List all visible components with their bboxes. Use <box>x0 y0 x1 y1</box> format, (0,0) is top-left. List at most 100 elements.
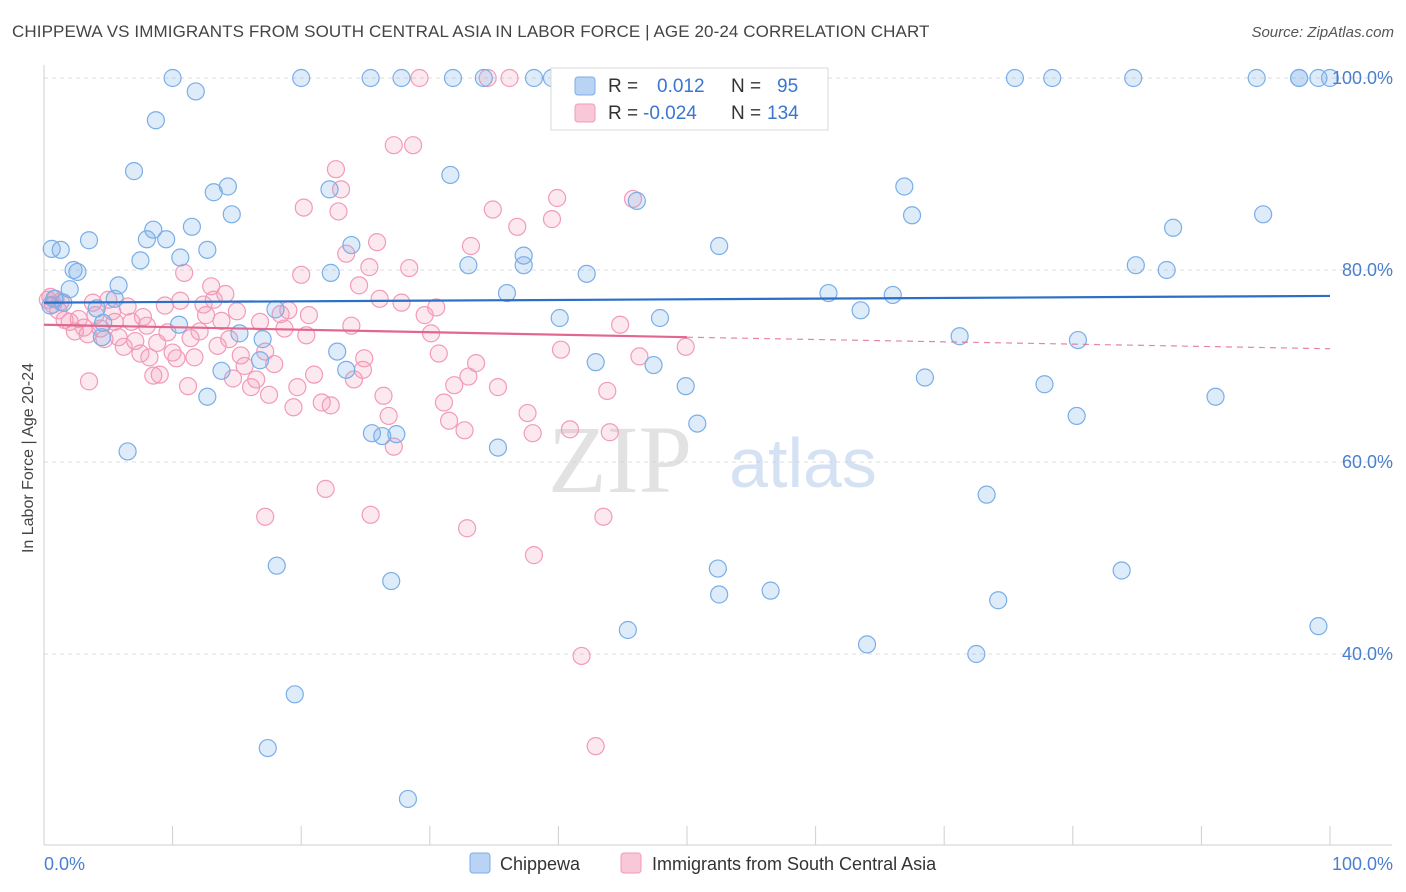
y-tick-label: 40.0% <box>1342 644 1393 664</box>
data-point-immigrants <box>367 233 387 252</box>
data-point-chippewa <box>171 248 190 267</box>
watermark-zip: ZIP <box>548 406 692 513</box>
data-point-immigrants <box>598 381 617 401</box>
data-point-chippewa <box>118 442 137 461</box>
data-point-immigrants <box>150 365 169 384</box>
data-point-chippewa <box>514 256 533 275</box>
data-point-chippewa <box>362 424 382 443</box>
data-point-chippewa <box>146 111 165 130</box>
data-point-chippewa <box>644 355 663 375</box>
data-point-chippewa <box>1164 218 1183 237</box>
data-point-chippewa <box>157 230 176 249</box>
data-point-immigrants <box>167 349 186 368</box>
data-point-chippewa <box>218 177 237 196</box>
data-point-immigrants <box>523 424 542 443</box>
data-point-immigrants <box>140 348 159 367</box>
data-point-chippewa <box>443 68 463 88</box>
data-point-chippewa <box>292 68 311 88</box>
data-point-chippewa <box>550 308 569 328</box>
data-point-immigrants <box>594 507 613 526</box>
data-point-chippewa <box>144 220 163 239</box>
data-point-chippewa <box>109 276 128 295</box>
data-point-chippewa <box>198 387 217 406</box>
data-point-chippewa <box>382 571 401 591</box>
data-point-chippewa <box>92 328 111 347</box>
data-point-chippewa <box>398 789 418 809</box>
data-point-chippewa <box>163 68 182 88</box>
data-point-immigrants <box>384 136 403 155</box>
data-point-immigrants <box>155 296 174 315</box>
legend-swatch-immigrants <box>620 852 642 874</box>
series-chippewa-points <box>41 68 1340 809</box>
data-point-immigrants <box>455 421 474 440</box>
data-point-chippewa <box>474 68 493 88</box>
stats-n-label-2: N = <box>731 103 761 124</box>
data-point-immigrants <box>542 210 562 229</box>
data-point-immigrants <box>171 291 190 310</box>
data-point-immigrants <box>114 337 133 356</box>
data-point-chippewa <box>285 685 304 704</box>
data-point-chippewa <box>79 231 99 250</box>
data-point-immigrants <box>488 378 508 397</box>
data-point-immigrants <box>202 277 221 296</box>
stats-swatch-immigrants <box>574 103 596 123</box>
data-point-immigrants <box>288 378 307 397</box>
data-point-chippewa <box>710 236 729 256</box>
data-point-chippewa <box>688 414 707 433</box>
data-point-immigrants <box>220 330 239 349</box>
data-point-immigrants <box>459 367 478 386</box>
data-point-immigrants <box>265 354 284 374</box>
watermark: ZIP atlas <box>548 406 877 513</box>
data-point-immigrants <box>337 244 356 263</box>
y-tick-label: 100.0% <box>1332 68 1393 88</box>
data-point-chippewa <box>819 283 838 303</box>
data-point-chippewa <box>676 377 695 396</box>
data-point-immigrants <box>178 377 198 396</box>
legend-label-chippewa: Chippewa <box>500 854 581 874</box>
data-point-immigrants <box>434 393 454 412</box>
data-point-chippewa <box>1320 68 1340 88</box>
data-point-chippewa <box>1112 561 1131 580</box>
data-point-immigrants <box>355 349 374 368</box>
data-point-chippewa <box>169 315 189 334</box>
data-point-immigrants <box>194 295 213 314</box>
data-point-immigrants <box>548 188 567 208</box>
data-point-immigrants <box>349 276 369 295</box>
data-point-immigrants <box>144 366 163 385</box>
data-point-immigrants <box>560 420 580 439</box>
stats-r-value-1: 0.012 <box>657 76 705 97</box>
data-point-immigrants <box>508 217 527 236</box>
data-point-immigrants <box>676 337 695 356</box>
x-tick-label: 0.0% <box>44 854 85 874</box>
data-point-chippewa <box>137 230 156 249</box>
data-point-immigrants <box>518 403 537 423</box>
data-point-immigrants <box>329 202 348 221</box>
stats-r-value-2: -0.024 <box>643 103 697 124</box>
data-point-chippewa <box>392 68 411 88</box>
data-point-immigrants <box>457 519 477 538</box>
data-point-immigrants <box>297 326 316 345</box>
data-point-chippewa <box>967 644 986 664</box>
data-point-chippewa <box>1206 387 1225 406</box>
data-point-chippewa <box>68 262 87 282</box>
data-point-immigrants <box>196 306 216 325</box>
data-point-immigrants <box>500 68 519 88</box>
data-point-chippewa <box>577 264 596 283</box>
data-point-chippewa <box>1068 330 1088 350</box>
data-point-immigrants <box>600 423 619 442</box>
data-point-chippewa <box>989 591 1008 610</box>
data-point-chippewa <box>902 206 922 225</box>
data-point-immigrants <box>427 298 446 317</box>
data-point-immigrants <box>79 372 99 391</box>
data-point-chippewa <box>124 162 144 181</box>
data-point-chippewa <box>497 283 517 303</box>
stats-r-label-1: R = <box>608 76 638 97</box>
data-point-immigrants <box>478 68 497 88</box>
data-point-chippewa <box>361 68 380 88</box>
data-point-immigrants <box>361 505 380 524</box>
data-point-immigrants <box>379 406 398 426</box>
legend-label-immigrants: Immigrants from South Central Asia <box>652 854 937 874</box>
data-point-chippewa <box>761 581 780 600</box>
data-point-chippewa <box>977 485 996 504</box>
